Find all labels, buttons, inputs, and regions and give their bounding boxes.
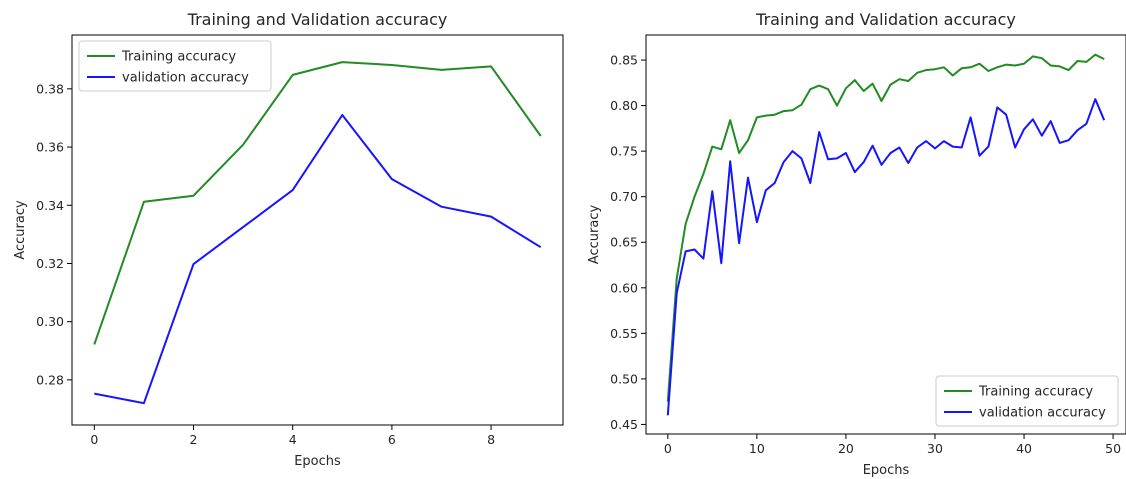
legend-label-training: Training accuracy	[978, 385, 1093, 400]
y-tick-label: 0.45	[610, 417, 638, 432]
x-tick-label: 40	[1016, 441, 1032, 456]
y-tick-label: 0.65	[610, 235, 638, 250]
series-line-validation	[666, 98, 1106, 416]
x-tick-label: 4	[289, 432, 297, 447]
chart-title: Training and Validation accuracy	[755, 10, 1016, 29]
x-axis-label: Epochs	[294, 454, 341, 469]
x-tick-label: 8	[487, 432, 495, 447]
x-tick-label: 20	[838, 441, 854, 456]
plot-frame	[645, 34, 1126, 435]
legend-label-training: Training accuracy	[121, 50, 236, 65]
x-tick-label: 6	[388, 432, 396, 447]
legend-label-validation: validation accuracy	[979, 406, 1106, 421]
x-axis-label: Epochs	[863, 463, 910, 478]
y-tick-label: 0.32	[36, 256, 64, 271]
legend-label-validation: validation accuracy	[122, 71, 249, 86]
plot-frame	[71, 34, 564, 426]
series-line-training	[93, 61, 542, 345]
y-axis-label: Accuracy	[587, 205, 602, 265]
x-tick-label: 2	[190, 432, 198, 447]
x-tick-label: 50	[1105, 441, 1121, 456]
y-tick-label: 0.85	[610, 53, 638, 68]
legend-box	[78, 40, 272, 92]
legend: Training accuracy validation accuracy	[935, 375, 1119, 427]
y-tick-label: 0.36	[36, 140, 64, 155]
chart-title: Training and Validation accuracy	[187, 10, 448, 29]
y-tick-label: 0.70	[610, 189, 638, 204]
y-tick-label: 0.28	[36, 372, 64, 387]
legend: Training accuracy validation accuracy	[78, 40, 272, 92]
legend-box	[935, 375, 1119, 427]
x-tick-label: 0	[90, 432, 98, 447]
y-tick-label: 0.75	[610, 144, 638, 159]
y-tick-label: 0.80	[610, 98, 638, 113]
y-tick-label: 0.30	[36, 314, 64, 329]
y-tick-label: 0.34	[36, 198, 64, 213]
y-tick-label: 0.50	[610, 371, 638, 386]
y-tick-label: 0.55	[610, 326, 638, 341]
right-chart-panel: 0 10 20 30 40 50 0.45 0.50 0.55 0.60 0.65 0.70 0.75 0…	[587, 10, 1126, 478]
y-tick-label: 0.38	[36, 81, 64, 96]
series-line-validation	[94, 114, 542, 405]
x-tick-label: 0	[664, 441, 672, 456]
y-tick-label: 0.60	[610, 280, 638, 295]
series-line-training	[666, 53, 1105, 402]
left-chart-panel: 0 2 4 6 8 0.28 0.30 0.32 0.34 0.36 0.38 Training an…	[13, 10, 564, 469]
y-axis-label: Accuracy	[13, 200, 28, 260]
x-tick-label: 30	[927, 441, 943, 456]
x-tick-label: 10	[749, 441, 765, 456]
